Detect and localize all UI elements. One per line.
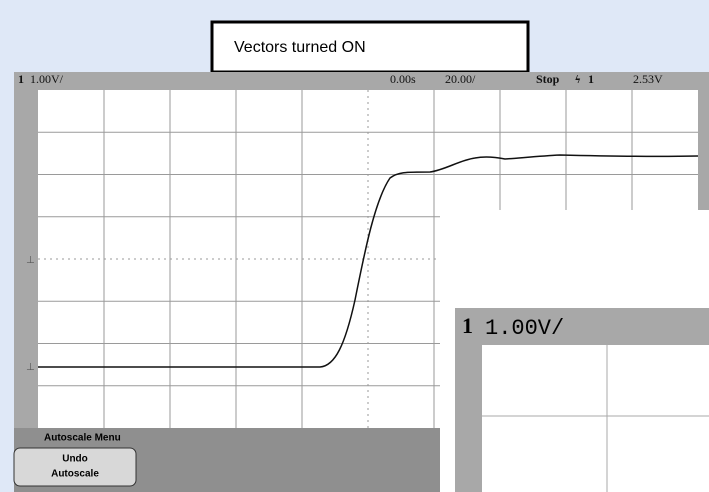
inset-channel: 1	[462, 313, 473, 338]
page: Vectors turned ON 1 1.00V/ 0.00s 20.00/ …	[0, 0, 709, 492]
inset-graticule	[482, 345, 709, 492]
time-ref: 0.00s	[390, 72, 416, 86]
ground-marker: ⊥	[26, 255, 35, 266]
scale: 1.00V/	[30, 72, 64, 86]
trigger-level: 2.53V	[633, 72, 663, 86]
caption: Vectors turned ON	[234, 39, 366, 56]
screenshot: Vectors turned ON 1 1.00V/ 0.00s 20.00/ …	[0, 0, 709, 492]
run-state: Stop	[536, 72, 560, 86]
menu-title: Autoscale Menu	[44, 433, 121, 444]
channel: 1	[18, 72, 24, 86]
button-line: Undo	[62, 454, 88, 465]
trigger-source: 1	[588, 72, 594, 86]
inset-scale: 1.00V/	[485, 316, 564, 341]
timebase: 20.00/	[445, 72, 476, 86]
button-line: Autoscale	[51, 469, 99, 480]
channel-marker: ⊥	[26, 362, 35, 373]
trigger-icon: ϟ	[575, 72, 581, 86]
